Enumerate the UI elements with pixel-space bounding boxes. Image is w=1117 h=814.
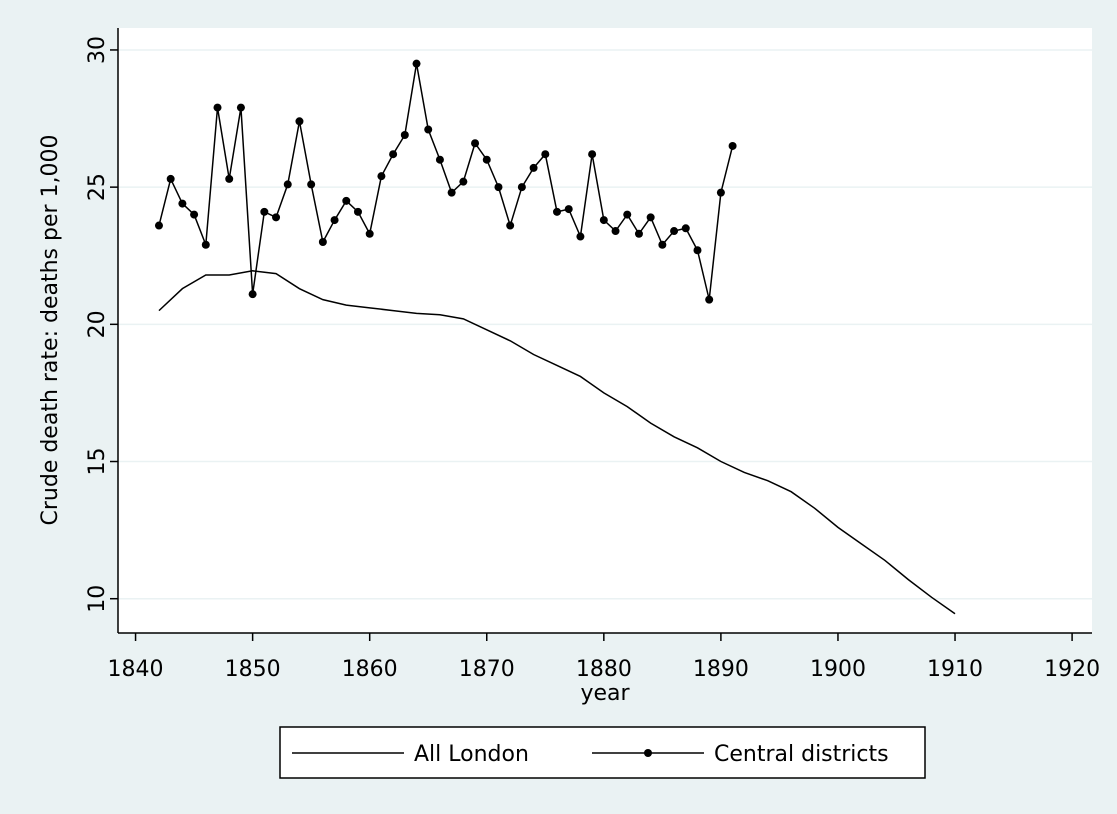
marker	[705, 295, 714, 304]
y-tick-label: 20	[85, 310, 110, 338]
marker	[681, 224, 690, 233]
marker	[541, 150, 550, 159]
marker	[670, 227, 679, 236]
marker	[365, 229, 374, 238]
marker	[236, 103, 245, 112]
legend-label: All London	[414, 742, 529, 767]
marker	[201, 240, 210, 249]
series	[154, 59, 956, 615]
marker	[517, 183, 526, 192]
marker	[529, 163, 538, 172]
marker	[248, 290, 257, 299]
marker	[634, 229, 643, 238]
plot-area	[118, 28, 1092, 633]
marker	[588, 150, 597, 159]
marker	[658, 240, 667, 249]
marker	[389, 150, 398, 159]
marker	[178, 199, 187, 208]
grid	[118, 49, 1092, 600]
x-tick-label: 1910	[927, 657, 983, 682]
y-tick-label: 30	[85, 36, 110, 64]
marker	[693, 246, 702, 255]
marker	[447, 188, 456, 197]
y-tick-label: 15	[85, 448, 110, 476]
y-tick-label: 10	[85, 585, 110, 613]
legend-marker	[644, 749, 652, 757]
marker	[400, 131, 409, 140]
marker	[728, 141, 737, 150]
marker	[611, 227, 620, 236]
marker	[646, 213, 655, 222]
marker	[225, 174, 234, 183]
marker	[342, 196, 351, 205]
x-tick-label: 1840	[108, 657, 164, 682]
marker	[459, 177, 468, 186]
marker	[353, 207, 362, 216]
axes: 10 15 20 25 30 1840 1850 1860 1870 1880 1890 1900 19…	[85, 28, 1100, 682]
marker	[424, 125, 433, 134]
marker	[412, 59, 421, 68]
marker	[318, 238, 327, 247]
x-tick-label: 1850	[225, 657, 281, 682]
marker	[260, 207, 269, 216]
marker	[330, 216, 339, 225]
x-axis-title: year	[580, 681, 630, 706]
marker	[154, 221, 163, 230]
marker	[482, 155, 491, 164]
legend: All London Central districts	[279, 726, 926, 779]
x-tick-label: 1920	[1044, 657, 1100, 682]
x-tick-label: 1880	[576, 657, 632, 682]
marker	[553, 207, 562, 216]
legend-label: Central districts	[714, 742, 889, 767]
marker	[471, 139, 480, 148]
marker	[435, 155, 444, 164]
marker	[295, 117, 304, 126]
x-tick-label: 1900	[810, 657, 866, 682]
series-line	[158, 270, 956, 615]
marker	[377, 172, 386, 181]
x-tick-label: 1870	[459, 657, 515, 682]
marker	[599, 216, 608, 225]
y-axis-title: Crude death rate: deaths per 1,000	[38, 134, 63, 525]
x-tick-label: 1860	[342, 657, 398, 682]
marker	[213, 103, 222, 112]
marker	[564, 205, 573, 214]
marker	[716, 188, 725, 197]
marker	[506, 221, 515, 230]
marker	[166, 174, 175, 183]
marker	[576, 232, 585, 241]
marker	[190, 210, 199, 219]
x-tick-label: 1890	[693, 657, 749, 682]
marker	[307, 180, 316, 189]
marker	[623, 210, 632, 219]
marker	[494, 183, 503, 192]
y-tick-label: 25	[85, 173, 110, 201]
marker	[283, 180, 292, 189]
marker	[272, 213, 281, 222]
